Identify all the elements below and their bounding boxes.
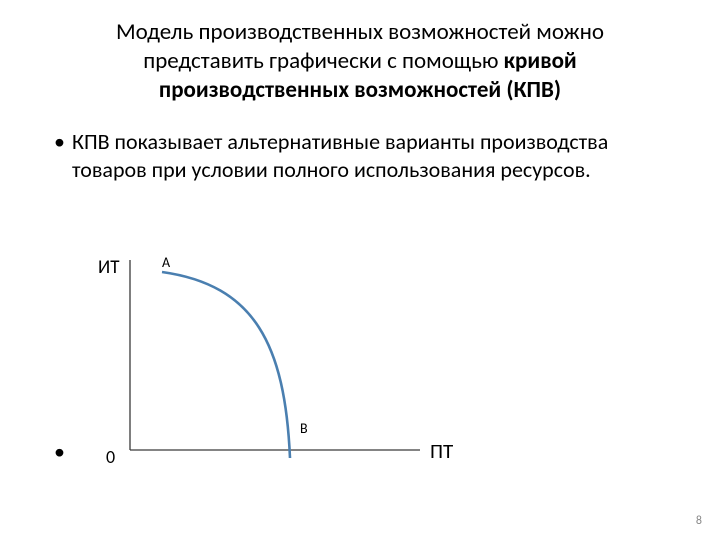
bullet-2-empty: • <box>54 438 65 465</box>
title-bold-1: кривой <box>504 47 577 75</box>
title-line2: представить графически с помощью <box>143 47 503 75</box>
ppf-chart: ИТ ПТ 0 A B <box>100 250 460 480</box>
y-axis-label: ИТ <box>98 256 119 279</box>
point-b-label: B <box>300 420 308 437</box>
x-axis-label: ПТ <box>430 438 453 464</box>
body-text: КПВ показывает альтернативные варианты п… <box>50 128 660 191</box>
bullet-1: КПВ показывает альтернативные варианты п… <box>50 128 660 183</box>
ppf-svg <box>100 250 460 480</box>
bullet-1-text: КПВ показывает альтернативные варианты п… <box>72 128 608 183</box>
point-a-label: A <box>162 254 170 271</box>
slide-title: Модель производственных возможностей мож… <box>60 18 660 104</box>
page-number: 8 <box>696 514 702 528</box>
title-line1: Модель производственных возможностей мож… <box>116 18 604 46</box>
origin-label: 0 <box>106 446 115 468</box>
title-line3: производственных возможностей (КПВ) <box>159 76 561 104</box>
ppf-curve <box>162 272 290 458</box>
slide: Модель производственных возможностей мож… <box>0 0 720 540</box>
